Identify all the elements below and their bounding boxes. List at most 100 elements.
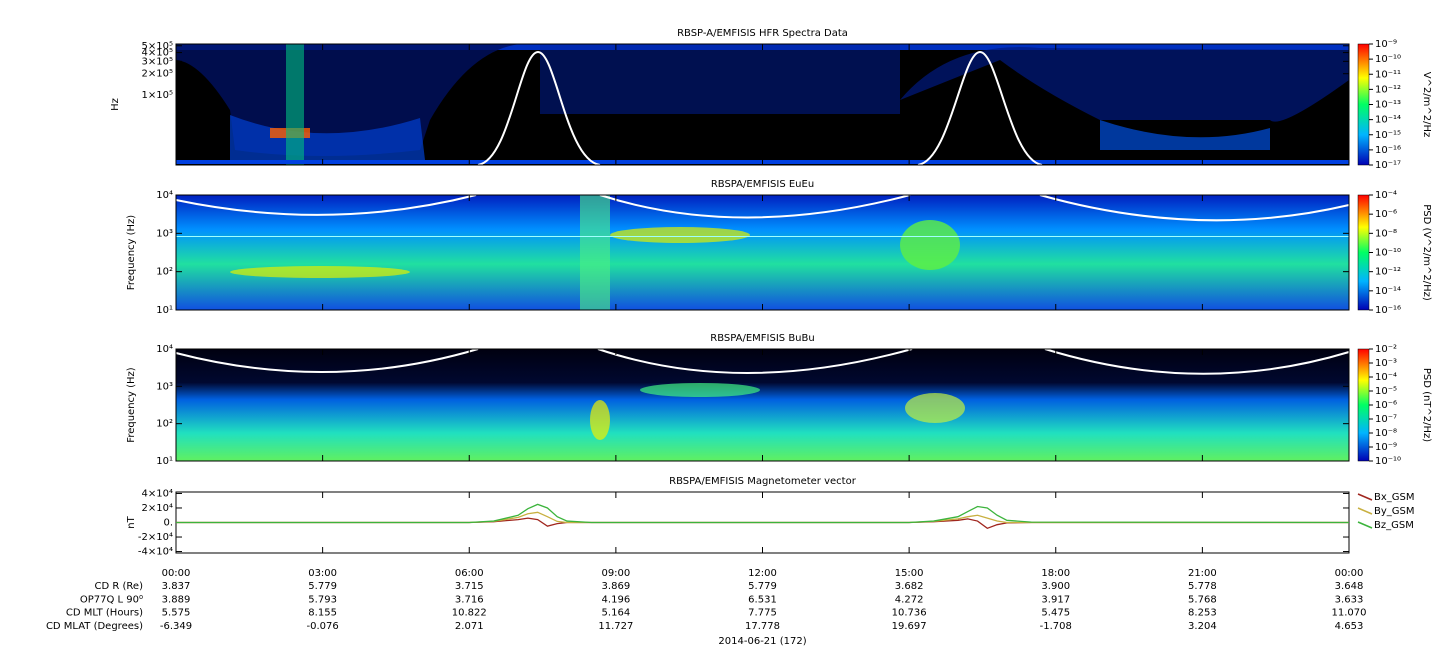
- ephemeris-value: 3.682: [895, 581, 924, 592]
- x-tick-label: 00:00: [162, 568, 191, 579]
- x-tick-label: 03:00: [308, 568, 337, 579]
- colorbar-tick-label: 10⁻¹⁶: [1375, 305, 1401, 316]
- y-tick-label: 4×10⁴: [142, 488, 173, 499]
- ephemeris-value: 3.917: [1041, 594, 1070, 605]
- colorbar-tick-label: 10⁻¹²: [1375, 267, 1401, 278]
- ephemeris-value: 3.869: [602, 581, 631, 592]
- y-axis-label: Frequency (Hz): [126, 215, 137, 291]
- colorbar-tick-label: 10⁻⁶: [1375, 209, 1397, 220]
- y-tick-label: 2×10⁴: [142, 503, 173, 514]
- y-tick-label: 10⁴: [156, 190, 173, 201]
- legend-swatch: [1357, 507, 1373, 515]
- colorbar-tick-label: 10⁻⁷: [1375, 414, 1397, 425]
- ephemeris-value: 3.900: [1041, 581, 1070, 592]
- ephemeris-value: 7.775: [748, 608, 777, 619]
- colorbar-tick-label: 10⁻⁶: [1375, 400, 1397, 411]
- colorbar-tick-label: 10⁻¹³: [1375, 100, 1401, 111]
- ephemeris-value: 5.575: [162, 608, 191, 619]
- ephemeris-value: 11.727: [598, 621, 633, 632]
- ephemeris-value: 8.155: [308, 608, 337, 619]
- colorbar-tick-label: 10⁻⁵: [1375, 386, 1397, 397]
- colorbar-tick-label: 10⁻⁴: [1375, 190, 1397, 201]
- colorbar-label: V^2/m^2/Hz: [1421, 72, 1432, 138]
- colorbar-tick-label: 10⁻¹⁴: [1375, 115, 1401, 126]
- y-tick-label: 10²: [156, 267, 173, 278]
- y-tick-label: 2×10⁵: [142, 69, 173, 80]
- ephemeris-value: 5.779: [748, 581, 777, 592]
- y-tick-label: 10³: [156, 381, 173, 392]
- y-tick-label: -2×10⁴: [138, 532, 173, 543]
- series-line: [176, 511, 1349, 524]
- ephemeris-value: 3.716: [455, 594, 484, 605]
- ephemeris-value: 3.889: [162, 594, 191, 605]
- x-tick-label: 09:00: [601, 568, 630, 579]
- colorbar-tick-label: 10⁻¹⁷: [1375, 160, 1401, 171]
- y-tick-label: 10²: [156, 419, 173, 430]
- y-axis-label: Hz: [110, 98, 121, 111]
- x-tick-label: 18:00: [1041, 568, 1070, 579]
- y-tick-label: -4×10⁴: [138, 547, 173, 558]
- ephemeris-value: 3.633: [1335, 594, 1364, 605]
- colorbar-tick-label: 10⁻³: [1375, 358, 1397, 369]
- y-tick-label: 10¹: [156, 305, 173, 316]
- colorbar-tick-label: 10⁻⁸: [1375, 428, 1397, 439]
- ephemeris-value: 8.253: [1188, 608, 1217, 619]
- y-axis-label: Frequency (Hz): [126, 367, 137, 443]
- y-tick-label: 5×10⁵: [142, 41, 173, 52]
- colorbar-tick-label: 10⁻¹²: [1375, 84, 1401, 95]
- colorbar-tick-label: 10⁻¹⁰: [1375, 248, 1401, 259]
- ephemeris-value: 5.164: [602, 608, 631, 619]
- ephemeris-value: 5.768: [1188, 594, 1217, 605]
- x-axis-label: 2014-06-21 (172): [718, 636, 806, 647]
- ephemeris-value: 4.196: [602, 594, 631, 605]
- ephemeris-value: 17.778: [745, 621, 780, 632]
- spectrogram-image: [175, 44, 1350, 461]
- colorbar-tick-label: 10⁻¹⁴: [1375, 286, 1401, 297]
- legend-label: Bx_GSM: [1374, 492, 1415, 503]
- y-tick-label: 4×10⁵: [142, 48, 173, 59]
- y-tick-label: 0.: [163, 518, 173, 529]
- colorbar-tick-label: 10⁻¹¹: [1375, 69, 1401, 80]
- ephemeris-value: -0.076: [307, 621, 339, 632]
- panel-title: RBSPA/EMFISIS BuBu: [710, 333, 814, 344]
- colorbar-tick-label: 10⁻⁴: [1375, 372, 1397, 383]
- colorbar-tick-label: 10⁻⁹: [1375, 39, 1397, 50]
- panel-title: RBSP-A/EMFISIS HFR Spectra Data: [677, 28, 848, 39]
- colorbar-label: PSD (V^2/m^2/Hz): [1421, 204, 1432, 301]
- y-tick-label: 3×10⁵: [142, 56, 173, 67]
- colorbar-tick-label: 10⁻¹⁰: [1375, 54, 1401, 65]
- ephemeris-value: 10.822: [452, 608, 487, 619]
- ephemeris-value: 11.070: [1332, 608, 1367, 619]
- ephemeris-label: CD MLT (Hours): [66, 608, 143, 619]
- ephemeris-value: 5.793: [308, 594, 337, 605]
- ephemeris-value: 5.778: [1188, 581, 1217, 592]
- ephemeris-value: 3.837: [162, 581, 191, 592]
- x-tick-label: 06:00: [455, 568, 484, 579]
- panel-title: RBSPA/EMFISIS EuEu: [711, 179, 814, 190]
- y-tick-label: 10³: [156, 228, 173, 239]
- colorbar: [1357, 43, 1370, 166]
- ephemeris-label: OP77Q L 90⁰: [80, 594, 143, 605]
- x-tick-label: 21:00: [1188, 568, 1217, 579]
- ephemeris-value: 5.779: [308, 581, 337, 592]
- colorbar: [1357, 348, 1370, 462]
- colorbar-tick-label: 10⁻⁹: [1375, 442, 1397, 453]
- y-axis-label: nT: [126, 515, 137, 528]
- ephemeris-value: 2.071: [455, 621, 484, 632]
- y-tick-label: 1×10⁵: [142, 90, 173, 101]
- ephemeris-value: 4.653: [1335, 621, 1364, 632]
- ephemeris-value: 6.531: [748, 594, 777, 605]
- colorbar-tick-label: 10⁻¹⁶: [1375, 145, 1401, 156]
- ephemeris-value: 3.204: [1188, 621, 1217, 632]
- y-tick-label: 10¹: [156, 456, 173, 467]
- colorbar: [1357, 194, 1370, 311]
- ephemeris-value: 3.648: [1335, 581, 1364, 592]
- colorbar-tick-label: 10⁻⁸: [1375, 228, 1397, 239]
- ephemeris-value: 19.697: [892, 621, 927, 632]
- colorbar-tick-label: 10⁻¹⁵: [1375, 130, 1401, 141]
- legend-label: By_GSM: [1374, 506, 1415, 517]
- colorbar-label: PSD (nT^2/Hz): [1421, 368, 1432, 442]
- legend-label: Bz_GSM: [1374, 520, 1414, 531]
- ephemeris-value: -6.349: [160, 621, 192, 632]
